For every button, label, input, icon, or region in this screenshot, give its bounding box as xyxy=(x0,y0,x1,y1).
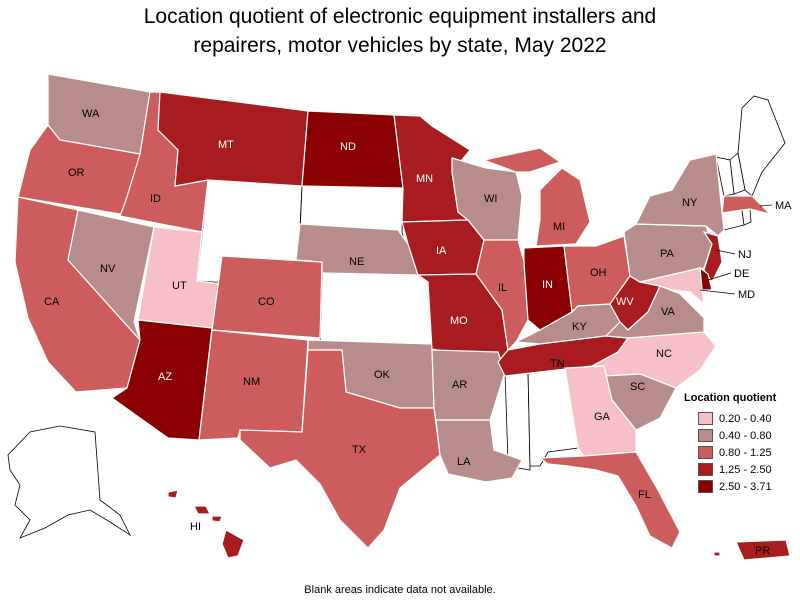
title-line-1: Location quotient of electronic equipmen… xyxy=(143,5,657,28)
label-ok: OK xyxy=(374,369,391,381)
state-ne[interactable] xyxy=(295,223,419,276)
label-md: MD xyxy=(738,289,755,301)
label-ut: UT xyxy=(172,280,187,292)
label-in: IN xyxy=(542,279,553,291)
label-nm: NM xyxy=(243,376,260,388)
us-state-map: WA OR CA ID NV UT AZ MT CO NM ND NE OK T… xyxy=(7,73,792,561)
label-wv: WV xyxy=(616,296,634,308)
leader-ma xyxy=(759,204,773,207)
legend-swatch xyxy=(698,429,713,442)
label-oh: OH xyxy=(590,267,607,279)
label-ia: IA xyxy=(436,245,447,257)
state-la[interactable] xyxy=(435,419,523,483)
legend-label: 0.80 - 1.25 xyxy=(719,446,772,459)
title-line-2: repairers, motor vehicles by state, May … xyxy=(193,34,607,57)
label-fl: FL xyxy=(638,489,651,501)
legend-item: 0.80 - 1.25 xyxy=(684,444,776,461)
label-ny: NY xyxy=(682,197,698,209)
label-tn: TN xyxy=(550,358,565,370)
label-wi: WI xyxy=(484,193,497,205)
label-ma: MA xyxy=(775,200,792,212)
label-pa: PA xyxy=(660,248,675,260)
state-co[interactable] xyxy=(211,255,323,339)
legend-label: 0.20 - 0.40 xyxy=(719,412,772,425)
leader-nj xyxy=(715,249,736,255)
state-ga[interactable] xyxy=(564,365,637,457)
label-id: ID xyxy=(150,193,161,205)
label-sc: SC xyxy=(630,381,645,393)
state-mi[interactable] xyxy=(481,147,591,247)
state-ny[interactable] xyxy=(635,153,725,237)
label-la: LA xyxy=(457,456,471,468)
label-nc: NC xyxy=(656,348,672,360)
label-mn: MN xyxy=(416,173,433,185)
legend-item: 0.40 - 0.80 xyxy=(684,427,776,444)
state-ri[interactable] xyxy=(741,208,752,226)
legend-label: 1.25 - 2.50 xyxy=(719,463,772,476)
state-ks[interactable] xyxy=(319,272,433,350)
state-tx[interactable] xyxy=(239,349,441,549)
legend-item: 2.50 - 3.71 xyxy=(684,478,776,495)
label-az: AZ xyxy=(158,371,172,383)
label-ga: GA xyxy=(594,411,611,423)
legend-label: 0.40 - 0.80 xyxy=(719,429,772,442)
legend-label: 2.50 - 3.71 xyxy=(719,480,772,493)
label-hi: HI xyxy=(190,521,201,533)
label-wa: WA xyxy=(82,108,100,120)
legend-title: Location quotient xyxy=(684,392,777,404)
label-mo: MO xyxy=(450,315,468,327)
leader-de xyxy=(707,272,732,281)
state-md[interactable] xyxy=(639,267,705,306)
label-va: VA xyxy=(661,306,676,318)
label-nj: NJ xyxy=(738,249,751,261)
map-legend: Location quotient 0.20 - 0.40 0.40 - 0.8… xyxy=(684,392,776,495)
label-ca: CA xyxy=(44,296,60,308)
label-co: CO xyxy=(258,296,275,308)
legend-item: 1.25 - 2.50 xyxy=(684,461,776,478)
label-nd: ND xyxy=(340,141,356,153)
state-labels: WA OR CA ID NV UT AZ MT CO NM ND NE OK T… xyxy=(44,108,792,557)
state-fl[interactable] xyxy=(538,451,681,549)
label-mt: MT xyxy=(218,139,234,151)
map-title: Location quotient of electronic equipmen… xyxy=(0,2,800,60)
label-nv: NV xyxy=(100,263,116,275)
state-ak[interactable] xyxy=(7,425,132,539)
legend-swatch xyxy=(698,480,713,493)
state-nj[interactable] xyxy=(702,230,723,284)
state-hi[interactable] xyxy=(167,489,245,559)
legend-swatch xyxy=(698,412,713,425)
label-de: DE xyxy=(734,268,749,280)
label-il: IL xyxy=(498,282,507,294)
leader-md xyxy=(699,289,736,295)
state-pr[interactable] xyxy=(713,539,791,561)
label-pr: PR xyxy=(755,545,770,557)
legend-swatch xyxy=(698,446,713,459)
state-me[interactable] xyxy=(737,95,786,197)
label-ne: NE xyxy=(349,256,364,268)
label-ky: KY xyxy=(572,321,587,333)
label-mi: MI xyxy=(553,221,565,233)
legend-item: 0.20 - 0.40 xyxy=(684,410,776,427)
state-vt[interactable] xyxy=(715,156,735,197)
label-or: OR xyxy=(68,167,85,179)
state-ar[interactable] xyxy=(431,349,506,421)
footnote: Blank areas indicate data not available. xyxy=(304,584,496,596)
label-tx: TX xyxy=(352,444,367,456)
label-ar: AR xyxy=(452,379,467,391)
state-nv[interactable] xyxy=(67,209,155,341)
state-ma[interactable] xyxy=(721,195,772,216)
legend-swatch xyxy=(698,463,713,476)
